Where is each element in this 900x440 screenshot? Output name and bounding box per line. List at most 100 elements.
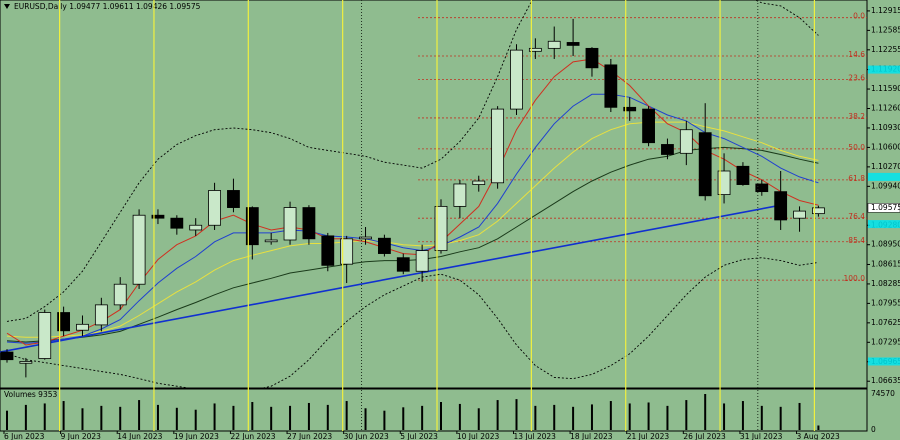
candle-body bbox=[623, 106, 637, 112]
x-tick-label: 10 Jul 2023 bbox=[457, 432, 500, 440]
candle-body bbox=[57, 312, 71, 332]
candle-body bbox=[793, 210, 806, 219]
fib-label: 85.4 bbox=[848, 236, 865, 245]
candle-body bbox=[661, 144, 674, 155]
y-tick-label: 1.10270 bbox=[871, 162, 900, 171]
fib-label: 0.0 bbox=[853, 12, 865, 21]
x-tick-label: 22 Jun 2023 bbox=[230, 432, 275, 440]
header: EURUSD,Daily 1.09477 1.09611 1.09426 1.0… bbox=[14, 2, 201, 11]
y-tick-label: 1.11260 bbox=[871, 103, 900, 112]
volume-title: Volumes 9353 bbox=[4, 390, 58, 399]
y-tick-label: 1.08615 bbox=[871, 259, 900, 268]
candle-body bbox=[774, 191, 788, 221]
fib-label: 76.4 bbox=[848, 212, 865, 221]
x-tick-label: 21 Jul 2023 bbox=[627, 432, 670, 440]
candle-body bbox=[151, 214, 165, 219]
y-tick-label: 1.08285 bbox=[871, 279, 900, 288]
x-tick-label: 14 Jun 2023 bbox=[117, 432, 162, 440]
volume-frame bbox=[0, 388, 868, 432]
candle-body bbox=[0, 351, 14, 361]
candle-body bbox=[19, 361, 33, 364]
indicator-line bbox=[6, 121, 819, 338]
plot-frame bbox=[0, 0, 868, 389]
candle-body bbox=[359, 236, 372, 240]
indicator-line bbox=[6, 257, 819, 388]
alert-marker bbox=[868, 172, 900, 181]
current-price-box bbox=[867, 203, 900, 213]
x-tick-label: 19 Jun 2023 bbox=[174, 432, 219, 440]
x-tick-label: 13 Jul 2023 bbox=[513, 432, 556, 440]
fib-label: 14.6 bbox=[848, 50, 865, 59]
candle-body bbox=[510, 49, 523, 110]
volume-tick-label: 74570 bbox=[871, 389, 895, 398]
y-tick-label: 1.11590 bbox=[871, 84, 900, 93]
candle-body bbox=[679, 129, 693, 154]
plot: 0.0 14.6 23.6 38.2 50.0 61.8 76.4 85.4 100.0 bbox=[0, 0, 867, 388]
candle-body bbox=[642, 108, 655, 144]
x-tick-label: 26 Jul 2023 bbox=[683, 432, 726, 440]
fib-label: 23.6 bbox=[848, 74, 865, 83]
x-tick-label: 18 Jul 2023 bbox=[570, 432, 613, 440]
indicator-line bbox=[6, 146, 819, 343]
candle-body bbox=[321, 235, 335, 266]
candle-body bbox=[528, 47, 542, 52]
x-tick-label: 3 Aug 2023 bbox=[797, 432, 840, 440]
fib-label: 38.2 bbox=[848, 112, 865, 121]
candle-body bbox=[755, 183, 769, 193]
candle-body bbox=[302, 207, 316, 240]
indicator-line bbox=[6, 0, 819, 322]
y-tick-label: 1.10930 bbox=[871, 123, 900, 132]
x-tick-label: 27 Jun 2023 bbox=[287, 432, 332, 440]
trendline bbox=[0, 204, 781, 353]
candle-body bbox=[415, 250, 429, 272]
indicator-line bbox=[6, 93, 819, 344]
y-tick-label: 1.07295 bbox=[871, 337, 900, 346]
candle-body bbox=[76, 323, 89, 331]
y-tick-label: 1.10600 bbox=[871, 142, 900, 151]
alert-marker bbox=[868, 220, 900, 229]
y-tick-label: 1.07955 bbox=[871, 298, 900, 307]
alert-marker bbox=[868, 65, 900, 74]
x-tick-label: 30 Jun 2023 bbox=[344, 432, 389, 440]
candle-body bbox=[170, 217, 184, 229]
candle-body bbox=[38, 312, 52, 359]
fib-label: 50.0 bbox=[848, 143, 865, 152]
candle-body bbox=[396, 257, 410, 272]
candle-body bbox=[245, 207, 259, 246]
candle-body bbox=[94, 304, 108, 326]
y-tick-label: 1.12585 bbox=[871, 25, 900, 34]
candle-body bbox=[585, 47, 599, 69]
candle-body bbox=[453, 183, 467, 207]
candle-body bbox=[377, 237, 391, 254]
menu-icon[interactable] bbox=[4, 4, 10, 9]
y-tick-label: 1.08950 bbox=[871, 240, 900, 249]
y-tick-label: 1.06635 bbox=[871, 376, 900, 385]
candle-body bbox=[566, 42, 580, 46]
y-tick-label: 1.12255 bbox=[871, 45, 900, 54]
candle-body bbox=[264, 239, 278, 243]
alert-marker bbox=[868, 357, 900, 366]
candle-body bbox=[698, 132, 712, 197]
candle-body bbox=[717, 170, 731, 195]
candle-body bbox=[736, 165, 750, 185]
candle-body bbox=[434, 205, 448, 252]
y-tick-label: 1.07625 bbox=[871, 318, 900, 327]
x-tick-label: 6 Jun 2023 bbox=[4, 432, 45, 440]
candle-body bbox=[472, 180, 486, 185]
candle-body bbox=[491, 108, 505, 184]
volume-tick-label: 0 bbox=[871, 425, 876, 434]
candle-body bbox=[812, 207, 825, 215]
candle-body bbox=[340, 238, 354, 265]
candle-body bbox=[604, 64, 618, 108]
candle-body bbox=[132, 214, 146, 285]
x-tick-label: 9 Jun 2023 bbox=[61, 432, 102, 440]
indicator-line bbox=[6, 58, 819, 346]
candle-body bbox=[208, 190, 221, 226]
fib-label: 100.0 bbox=[844, 274, 866, 283]
y-tick-label: 1.12915 bbox=[871, 6, 900, 15]
candle-body bbox=[113, 283, 127, 306]
x-tick-label: 5 Jul 2023 bbox=[400, 432, 438, 440]
candle-body bbox=[283, 207, 297, 241]
candle-body bbox=[547, 40, 561, 49]
